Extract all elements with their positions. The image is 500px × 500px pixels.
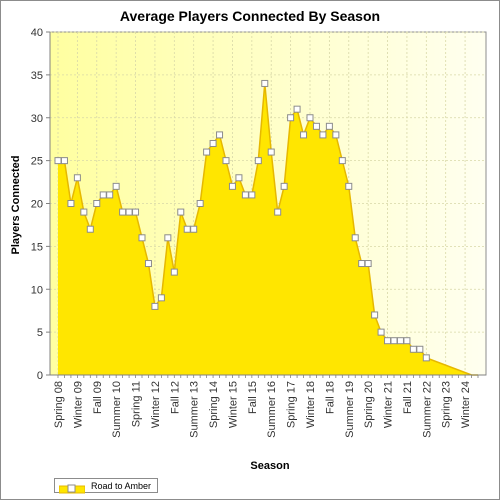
- data-point: [67, 200, 75, 207]
- data-point: [312, 122, 320, 130]
- data-point: [241, 191, 249, 199]
- data-point: [409, 345, 417, 353]
- data-point: [99, 191, 107, 199]
- x-tick-label: Spring 20: [363, 381, 375, 428]
- data-point: [125, 208, 133, 216]
- x-tick-label: Spring 23: [441, 381, 453, 428]
- data-point: [196, 200, 204, 207]
- x-axis-label: Season: [250, 460, 289, 472]
- data-point: [280, 182, 288, 190]
- x-tick-label: Winter 15: [227, 381, 239, 428]
- data-point: [209, 139, 217, 147]
- data-point: [403, 337, 411, 345]
- data-point: [351, 234, 359, 242]
- data-point: [422, 354, 430, 362]
- data-point: [338, 157, 346, 165]
- data-point: [151, 302, 159, 310]
- data-point: [248, 191, 256, 199]
- data-point: [138, 234, 146, 242]
- data-point: [306, 114, 314, 122]
- x-tick-label: Summer 13: [189, 381, 201, 438]
- data-point: [170, 268, 178, 276]
- data-point: [183, 225, 191, 233]
- x-tick-label: Spring 17: [286, 381, 298, 428]
- legend-swatch: [58, 481, 86, 493]
- data-point: [132, 208, 140, 216]
- series-area: [58, 83, 478, 375]
- y-tick-label: 0: [37, 370, 43, 382]
- data-point: [293, 105, 301, 113]
- chart-title: Average Players Connected By Season: [119, 8, 381, 24]
- data-point: [190, 225, 198, 233]
- x-tick-label: Winter 21: [383, 381, 395, 428]
- x-tick-label: Winter 18: [305, 381, 317, 428]
- data-point: [371, 311, 379, 319]
- y-tick-label: 25: [31, 156, 43, 168]
- data-point: [384, 337, 392, 345]
- x-tick-label: Winter 24: [460, 381, 472, 428]
- y-tick-label: 35: [31, 70, 43, 82]
- data-point: [332, 131, 340, 139]
- data-point: [358, 260, 366, 268]
- x-tick-label: Spring 11: [131, 381, 143, 427]
- x-tick-label: Summer 16: [266, 381, 278, 438]
- data-point: [164, 234, 172, 242]
- y-axis-label: Players Connected: [10, 155, 22, 254]
- data-point: [119, 208, 127, 216]
- x-tick-label: Fall 18: [324, 381, 336, 414]
- x-tick-label: Spring 14: [208, 381, 220, 428]
- data-point: [274, 208, 282, 216]
- data-point: [86, 225, 94, 233]
- data-point: [54, 157, 62, 165]
- legend-label: Road to Amber: [91, 480, 152, 491]
- data-point: [319, 131, 327, 139]
- data-point: [73, 174, 81, 182]
- data-point: [325, 122, 333, 130]
- y-tick-label: 40: [31, 27, 43, 39]
- data-point: [390, 337, 398, 345]
- data-point: [106, 191, 114, 199]
- y-tick-label: 15: [31, 241, 43, 253]
- y-tick-label: 20: [31, 199, 43, 211]
- data-point: [80, 208, 88, 216]
- x-tick-label: Winter 12: [150, 381, 162, 428]
- data-point: [228, 182, 236, 190]
- data-point: [177, 208, 185, 216]
- data-point: [416, 345, 424, 353]
- data-point: [267, 148, 275, 156]
- x-tick-label: Summer 22: [421, 381, 433, 438]
- data-point: [222, 157, 230, 165]
- x-tick-label: Fall 12: [169, 381, 181, 414]
- data-point: [157, 294, 165, 302]
- data-point: [377, 328, 385, 336]
- x-tick-label: Fall 15: [247, 381, 259, 414]
- y-tick-label: 10: [31, 284, 43, 296]
- data-point: [235, 174, 243, 182]
- data-point: [345, 182, 353, 190]
- x-tick-label: Winter 09: [72, 381, 84, 428]
- data-point: [144, 260, 152, 268]
- x-tick-label: Summer 10: [111, 381, 123, 438]
- data-point: [112, 182, 120, 190]
- x-tick-label: Spring 08: [53, 381, 65, 428]
- y-tick-label: 30: [31, 113, 43, 125]
- data-point: [396, 337, 404, 345]
- x-tick-label: Fall 09: [92, 381, 104, 414]
- legend: Road to Amber: [54, 478, 159, 493]
- data-point: [300, 131, 308, 139]
- x-tick-label: Summer 19: [344, 381, 356, 438]
- data-point: [93, 200, 101, 207]
- data-point: [254, 157, 262, 165]
- data-point: [287, 114, 295, 122]
- y-tick-label: 5: [37, 327, 43, 339]
- x-tick-label: Fall 21: [402, 381, 414, 414]
- data-point: [216, 131, 224, 139]
- data-point: [60, 157, 68, 165]
- data-point: [203, 148, 211, 156]
- data-point: [261, 79, 269, 87]
- data-point: [364, 260, 372, 268]
